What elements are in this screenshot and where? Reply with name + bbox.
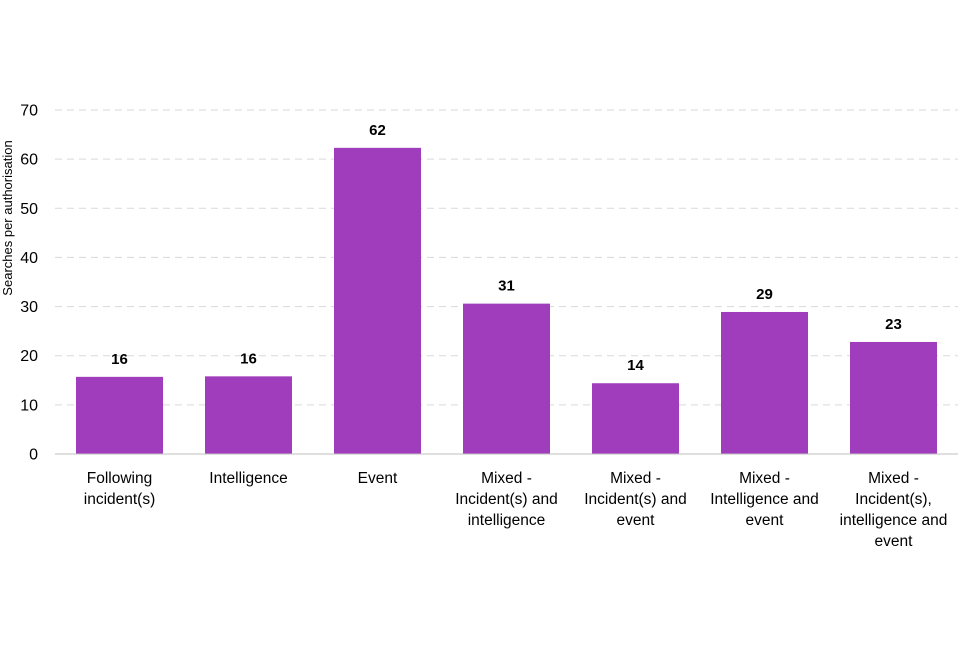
- bar: [463, 303, 550, 454]
- data-label: 31: [498, 278, 515, 295]
- y-tick-label: 30: [20, 299, 38, 316]
- x-category-label: Mixed -Incident(s), intelligence and event: [840, 470, 948, 550]
- x-category-label: Following incident(s): [84, 470, 156, 508]
- bar: [721, 311, 808, 454]
- bar: [592, 383, 679, 454]
- y-tick-label: 20: [20, 348, 38, 365]
- y-tick-label: 50: [20, 201, 38, 218]
- y-tick-label: 10: [20, 397, 38, 414]
- bar: [850, 341, 937, 454]
- data-label: 16: [240, 350, 257, 367]
- data-label: 29: [756, 286, 773, 303]
- y-tick-label: 70: [20, 103, 38, 120]
- labels: 0 10 20 30 40 50 60 70 16 Following incident(s) 16 I…: [20, 103, 947, 551]
- x-category-label: Mixed -Incident(s) and event: [584, 470, 687, 529]
- x-category-label: Mixed -Intelligence and event: [710, 470, 819, 529]
- x-category-label: Event: [358, 470, 398, 487]
- bars: [76, 147, 937, 454]
- bar: [334, 147, 421, 454]
- bar: [76, 376, 163, 454]
- data-label: 16: [111, 351, 128, 368]
- y-tick-label: 0: [29, 447, 38, 464]
- x-category-label: Intelligence: [209, 470, 287, 487]
- data-label: 62: [369, 122, 386, 139]
- bar: [205, 376, 292, 454]
- x-category-label: Mixed -Incident(s) and intelligence: [455, 470, 558, 529]
- y-tick-label: 40: [20, 250, 38, 267]
- data-label: 14: [627, 357, 644, 374]
- data-label: 23: [885, 316, 902, 333]
- y-axis-title: Searches per authorisation: [0, 140, 15, 295]
- y-tick-label: 60: [20, 152, 38, 169]
